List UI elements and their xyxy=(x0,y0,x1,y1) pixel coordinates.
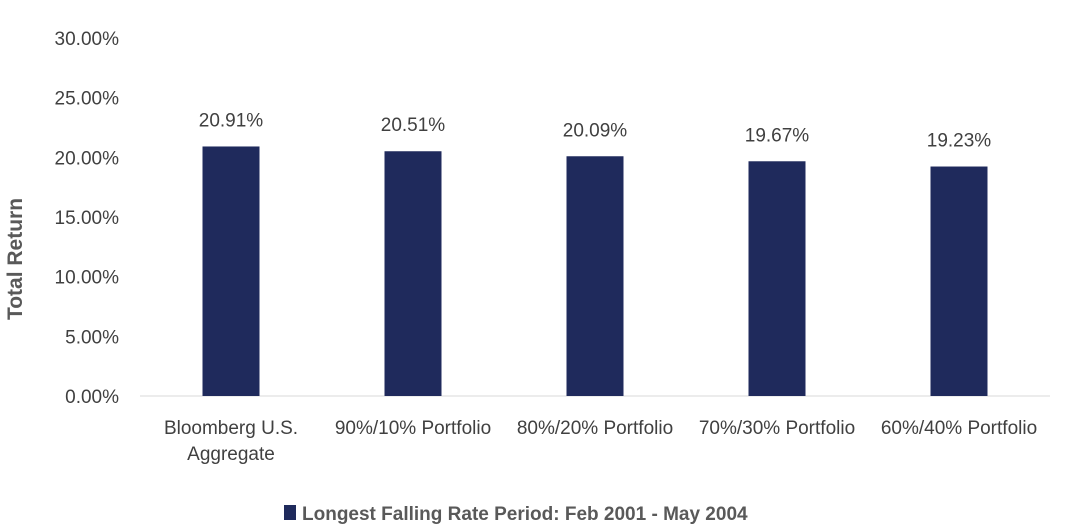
category-label: Bloomberg U.S. xyxy=(164,418,298,439)
y-tick-label: 0.00% xyxy=(65,387,119,408)
bar xyxy=(202,146,260,396)
data-label: 20.51% xyxy=(381,115,446,136)
category-label: 70%/30% Portfolio xyxy=(699,418,855,439)
bar xyxy=(384,151,442,396)
y-tick-label: 25.00% xyxy=(55,89,120,110)
data-labels: 20.91% 20.51% 20.09% 19.67% 19.23% xyxy=(199,110,992,151)
category-label: Aggregate xyxy=(187,444,275,465)
y-tick-label: 30.00% xyxy=(55,29,120,50)
legend-swatch xyxy=(284,505,296,520)
category-labels: Bloomberg U.S. Aggregate 90%/10% Portfolio… xyxy=(164,418,1037,465)
bar xyxy=(930,166,988,396)
legend-label: Longest Falling Rate Period: Feb 2001 - … xyxy=(302,504,748,525)
y-tick-label: 10.00% xyxy=(55,268,120,289)
category-label: 90%/10% Portfolio xyxy=(335,418,491,439)
y-tick-label: 20.00% xyxy=(55,148,120,169)
bar xyxy=(566,156,624,396)
data-label: 20.91% xyxy=(199,110,264,131)
category-label: 60%/40% Portfolio xyxy=(881,418,1037,439)
category-label: 80%/20% Portfolio xyxy=(517,418,673,439)
y-tick-label: 5.00% xyxy=(65,327,119,348)
data-label: 19.23% xyxy=(927,131,992,152)
legend: Longest Falling Rate Period: Feb 2001 - … xyxy=(284,504,748,525)
y-axis-title: Total Return xyxy=(4,198,27,320)
bars xyxy=(202,146,988,396)
data-label: 20.09% xyxy=(563,120,628,141)
data-label: 19.67% xyxy=(745,125,810,146)
bar xyxy=(748,161,806,396)
y-tick-label: 15.00% xyxy=(55,208,120,229)
y-axis-ticks: 0.00% 5.00% 10.00% 15.00% 20.00% 25.00% 30.00% xyxy=(55,29,120,408)
